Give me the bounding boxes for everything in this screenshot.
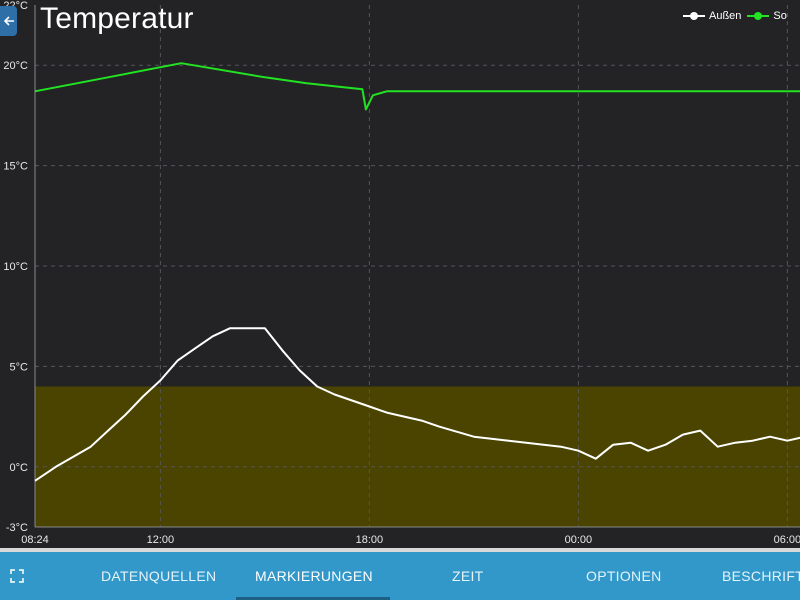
legend-item-so[interactable]: So: [747, 10, 787, 22]
tab-datenquellen[interactable]: DATENQUELLEN: [101, 568, 217, 584]
y-tick-label: 20°C: [3, 60, 28, 72]
fullscreen-icon[interactable]: [10, 569, 24, 588]
chart-title: Temperatur: [40, 2, 194, 35]
x-tick-label: 00:00: [565, 534, 593, 546]
x-tick-label: 18:00: [356, 534, 384, 546]
legend-label-so: So: [773, 10, 787, 22]
series-line-1: [34, 62, 800, 111]
x-tick-label: 12:00: [147, 534, 175, 546]
back-button[interactable]: [0, 6, 17, 36]
legend: Außen So: [683, 10, 787, 22]
tab-beschrift[interactable]: BESCHRIFT: [722, 568, 800, 584]
separator: [0, 548, 800, 552]
y-tick-label: 10°C: [3, 261, 28, 273]
tab-markierungen[interactable]: MARKIERUNGEN: [255, 568, 373, 584]
y-tick-label: 0°C: [10, 462, 29, 474]
legend-item-aussen[interactable]: Außen: [683, 10, 741, 22]
threshold-band: [35, 386, 800, 527]
tab-zeit[interactable]: ZEIT: [452, 568, 484, 584]
y-tick-label: -3°C: [6, 522, 28, 534]
legend-marker-aussen: [683, 12, 705, 20]
legend-label-aussen: Außen: [709, 10, 742, 22]
legend-marker-so: [747, 12, 770, 20]
x-tick-label: 08:24: [21, 534, 49, 546]
chart-area: -3°C 0°C 5°C 10°C 15°C 20°C 22°C 08:24 12:00 18:0…: [3, 0, 800, 546]
active-tab-indicator: [236, 597, 390, 600]
arrow-left-icon: [3, 16, 14, 26]
bottom-tab-bar: DATENQUELLEN MARKIERUNGEN ZEIT OPTIONEN …: [0, 552, 800, 600]
chart-svg: -3°C0°C5°C10°C15°C20°C22°C08:24 12:00 18:0…: [3, 0, 800, 546]
series-line-0: [34, 327, 800, 482]
y-tick-label: 15°C: [3, 161, 28, 173]
y-tick-label: 5°C: [10, 361, 29, 373]
tab-optionen[interactable]: OPTIONEN: [586, 568, 662, 584]
x-tick-label: 06:00: [774, 534, 800, 546]
